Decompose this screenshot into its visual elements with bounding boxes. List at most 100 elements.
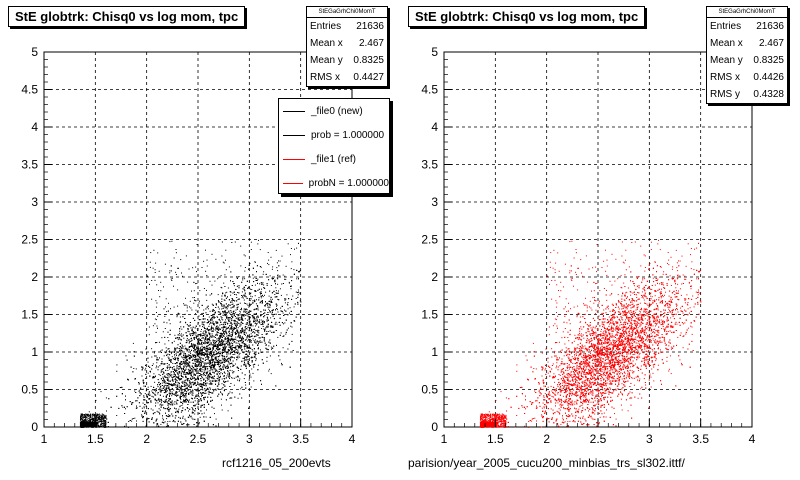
scatter-point [238,347,239,349]
scatter-point [198,347,200,349]
scatter-point [192,408,194,410]
scatter-point [204,339,206,341]
scatter-point [178,390,180,392]
scatter-point [189,341,190,343]
scatter-point [191,339,193,341]
scatter-point [166,408,168,410]
scatter-point [230,334,232,336]
scatter-point [232,292,234,294]
scatter-point [238,354,240,356]
scatter-point [191,407,193,408]
scatter-point [187,349,189,351]
scatter-point [154,399,156,401]
scatter-point [197,354,199,356]
scatter-point [159,357,160,359]
scatter-point [220,372,222,374]
scatter-point [282,283,284,284]
scatter-point [239,317,241,319]
scatter-point [175,393,177,395]
scatter-point [215,304,217,306]
scatter-point [264,342,266,344]
scatter-point [176,376,178,378]
scatter-point [282,347,284,349]
scatter-point [164,336,166,338]
scatter-point [155,391,157,393]
scatter-point [182,415,184,417]
scatter-point [176,391,178,393]
scatter-point [191,329,193,331]
scatter-point [190,335,192,337]
scatter-point [272,292,274,294]
scatter-point [186,401,187,403]
scatter-point [192,328,193,330]
scatter-point [200,367,202,369]
scatter-point [237,292,239,293]
scatter-point [214,368,216,370]
scatter-point [180,390,182,392]
scatter-point [197,344,199,346]
scatter-point [220,391,221,393]
scatter-point [255,339,256,341]
scatter-point [205,350,207,351]
scatter-point [206,409,207,411]
scatter-point [254,355,256,357]
scatter-point [164,343,166,345]
scatter-point [288,282,290,284]
scatter-point [253,281,255,283]
scatter-point [161,349,163,351]
scatter-point [229,322,231,324]
scatter-point [222,347,224,349]
scatter-point [260,349,261,351]
scatter-point [296,278,298,280]
scatter-point [204,362,206,364]
scatter-point [165,382,167,384]
scatter-point [192,369,194,371]
scatter-point [241,360,243,362]
scatter-point [152,413,154,415]
scatter-point [148,398,150,400]
scatter-point [229,291,231,293]
scatter-point [202,322,204,324]
scatter-point [193,281,195,283]
scatter-point [182,423,184,425]
scatter-point [169,368,170,370]
scatter-point [233,347,235,348]
scatter-point [217,321,219,323]
scatter-point [158,397,160,399]
scatter-point [206,362,208,364]
scatter-point [192,370,194,372]
scatter-point [249,316,251,318]
scatter-point [142,380,144,382]
scatter-point [275,283,276,285]
scatter-point [247,326,249,328]
scatter-point [194,360,196,362]
scatter-point [252,350,254,352]
scatter-point [227,410,229,412]
scatter-point [135,392,137,393]
scatter-point [107,426,109,427]
scatter-point [241,281,243,283]
scatter-point [191,330,193,332]
scatter-point [224,338,226,340]
scatter-point [169,403,171,405]
scatter-point [181,405,183,406]
scatter-point [185,383,187,384]
scatter-point [170,359,172,361]
scatter-point [191,309,193,311]
scatter-point [271,348,272,350]
scatter-point [189,334,191,335]
scatter-point [249,288,251,290]
scatter-point [187,400,189,402]
scatter-point [200,319,202,321]
scatter-point [209,335,211,337]
scatter-point [177,351,179,353]
scatter-point [182,392,184,394]
scatter-point [184,348,186,350]
scatter-point [224,295,226,297]
scatter-point [214,366,215,368]
scatter-point [178,384,180,386]
scatter-point [254,308,256,310]
scatter-point [212,379,214,381]
scatter-point [141,407,143,409]
scatter-point [194,413,196,415]
